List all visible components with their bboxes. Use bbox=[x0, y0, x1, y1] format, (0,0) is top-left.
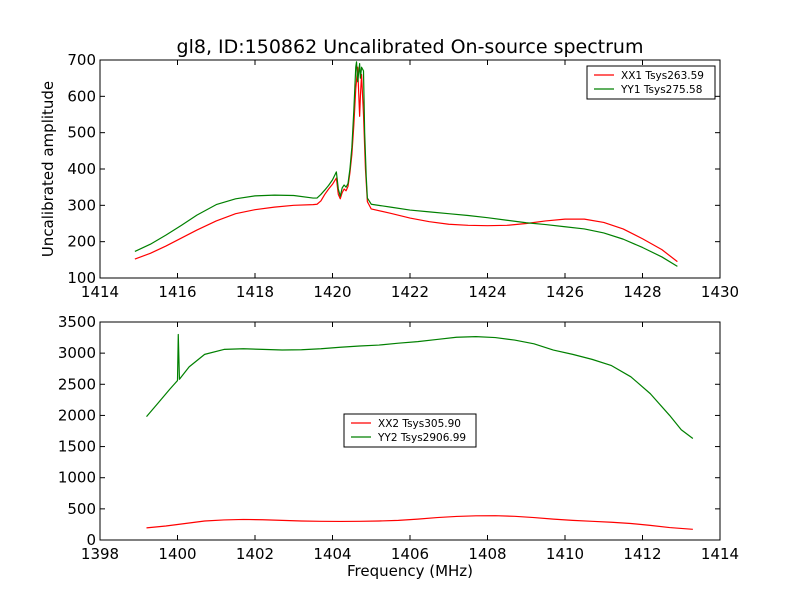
x-tick-label: 1416 bbox=[158, 283, 196, 301]
x-tick-label: 1400 bbox=[158, 545, 196, 563]
x-tick-label: 1420 bbox=[313, 283, 351, 301]
y-tick-label: 2000 bbox=[58, 406, 96, 424]
x-tick-label: 1418 bbox=[236, 283, 274, 301]
y-tick-label: 2500 bbox=[58, 375, 96, 393]
x-tick-label: 1402 bbox=[236, 545, 274, 563]
x-axis-label: Frequency (MHz) bbox=[347, 562, 473, 580]
top-spectrum-plot: 1414 1416 1418 1420 1422 1424 1426 1428 1430 100 2… bbox=[39, 51, 739, 301]
series-line-1-1 bbox=[134, 66, 678, 263]
y-tick-label: 100 bbox=[67, 269, 96, 287]
y-tick-label: 0 bbox=[86, 531, 96, 549]
legend: XX2 Tsys305.90 YY2 Tsys2906.99 bbox=[343, 413, 477, 448]
y-tick-label: 400 bbox=[67, 160, 96, 178]
x-tick-label: 1428 bbox=[623, 283, 661, 301]
x-tick-label: 1412 bbox=[623, 545, 661, 563]
series-line-1-2 bbox=[134, 61, 678, 267]
x-tick-label: 1422 bbox=[391, 283, 429, 301]
bottom-spectrum-plot: 1398 1400 1402 1404 1406 1408 1410 1412 1414 0 500… bbox=[58, 313, 739, 563]
x-tick-label: 1406 bbox=[391, 545, 429, 563]
y-tick-label: 3500 bbox=[58, 313, 96, 331]
series-line-2-1 bbox=[146, 515, 693, 530]
y-tick-label: 500 bbox=[67, 500, 96, 518]
y-tick-label: 3000 bbox=[58, 344, 96, 362]
x-tick-label: 1408 bbox=[468, 545, 506, 563]
chart-title: gl8, ID:150862 Uncalibrated On-source sp… bbox=[177, 36, 644, 58]
x-tick-label: 1414 bbox=[701, 545, 739, 563]
legend-entry: XX1 Tsys263.59 bbox=[621, 70, 704, 82]
x-tick-label: 1414 bbox=[81, 283, 119, 301]
legend-box bbox=[586, 65, 716, 100]
y-tick-label: 600 bbox=[67, 87, 96, 105]
y-tick-label: 500 bbox=[67, 124, 96, 142]
legend: XX1 Tsys263.59 YY1 Tsys275.58 bbox=[586, 65, 716, 100]
y-tick-label: 700 bbox=[67, 51, 96, 69]
y-tick-label: 200 bbox=[67, 233, 96, 251]
x-tick-label: 1404 bbox=[313, 545, 351, 563]
y-tick-label: 1000 bbox=[58, 469, 96, 487]
x-tick-label: 1398 bbox=[81, 545, 119, 563]
x-tick-label: 1426 bbox=[546, 283, 584, 301]
y-tick-label: 1500 bbox=[58, 438, 96, 456]
series-line-2-2 bbox=[146, 333, 694, 439]
legend-entry: YY2 Tsys2906.99 bbox=[377, 432, 466, 444]
y-axis-label: Uncalibrated amplitude bbox=[39, 81, 57, 257]
legend-entry: YY1 Tsys275.58 bbox=[620, 84, 702, 96]
x-tick-label: 1410 bbox=[546, 545, 584, 563]
x-tick-label: 1424 bbox=[468, 283, 506, 301]
y-tick-label: 300 bbox=[67, 196, 96, 214]
legend-entry: XX2 Tsys305.90 bbox=[378, 418, 461, 430]
legend-box bbox=[343, 413, 477, 448]
x-tick-label: 1430 bbox=[701, 283, 739, 301]
